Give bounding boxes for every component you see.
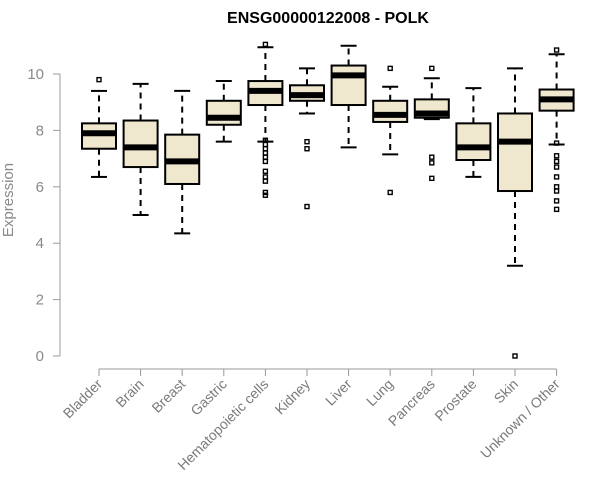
x-tick-label: Bladder xyxy=(60,376,106,422)
outlier-point xyxy=(96,76,102,83)
y-axis-label: Expression xyxy=(0,163,17,237)
outlier-point xyxy=(387,189,393,196)
y-tick-label: 2 xyxy=(36,292,44,309)
outlier-point xyxy=(262,41,269,48)
box-group xyxy=(247,41,284,198)
outlier-point xyxy=(512,353,518,359)
outlier-point xyxy=(262,158,269,165)
outlier-point xyxy=(429,154,435,160)
box-group xyxy=(289,67,325,210)
box-group xyxy=(413,65,450,182)
x-tick-label: Brain xyxy=(112,376,146,410)
outlier-point xyxy=(262,174,269,180)
box-iqr xyxy=(372,99,409,123)
box-iqr xyxy=(497,112,533,193)
box-iqr xyxy=(122,119,159,169)
box-iqr xyxy=(330,64,367,107)
box-group xyxy=(122,82,159,216)
y-tick-label: 0 xyxy=(36,348,44,365)
y-axis: 0 2 4 6 8 10 xyxy=(27,66,61,365)
x-tick-label: Unknown / Other xyxy=(477,376,563,462)
x-tick-label: Lung xyxy=(363,376,396,409)
box-group xyxy=(538,47,575,213)
outlier-point xyxy=(553,174,560,180)
box-group xyxy=(330,44,367,149)
box-group xyxy=(81,76,117,178)
x-tick-label: Liver xyxy=(322,376,355,409)
y-tick-label: 4 xyxy=(36,235,44,252)
outlier-point xyxy=(262,150,269,156)
y-tick-label: 6 xyxy=(36,179,44,196)
y-tick-label: 8 xyxy=(36,122,44,139)
outlier-point xyxy=(553,158,560,165)
outlier-point xyxy=(553,164,560,170)
outlier-point xyxy=(553,188,560,194)
box-iqr xyxy=(205,99,242,126)
outlier-point xyxy=(262,168,269,174)
box-group xyxy=(372,65,409,196)
outlier-point xyxy=(553,47,560,53)
outlier-point xyxy=(304,138,310,145)
outlier-point xyxy=(553,140,560,146)
x-tick-label: Prostate xyxy=(431,376,479,424)
outlier-point xyxy=(262,192,269,198)
outlier-point xyxy=(304,203,310,210)
box-group xyxy=(497,67,533,359)
outlier-point xyxy=(262,154,269,160)
outlier-point xyxy=(429,175,435,182)
outlier-point xyxy=(387,65,393,72)
outlier-point xyxy=(262,189,269,196)
outlier-point xyxy=(553,206,560,213)
boxes xyxy=(81,41,575,359)
outlier-point xyxy=(429,160,435,166)
y-tick-label: 10 xyxy=(27,66,44,83)
box-iqr xyxy=(455,122,492,162)
outlier-point xyxy=(262,178,269,184)
outlier-point xyxy=(553,184,560,190)
box-group xyxy=(164,89,201,235)
x-tick-label: Breast xyxy=(148,376,188,416)
x-tick-label: Kidney xyxy=(272,376,314,418)
outlier-point xyxy=(304,146,310,152)
chart-title: ENSG00000122008 - POLK xyxy=(227,10,429,27)
outlier-point xyxy=(553,198,560,204)
box-group xyxy=(205,80,242,143)
x-tick-label: Skin xyxy=(491,376,522,407)
outlier-point xyxy=(429,65,435,72)
outlier-point xyxy=(553,153,560,159)
box-group xyxy=(455,87,492,178)
outlier-point xyxy=(262,141,269,148)
outlier-point xyxy=(262,146,269,152)
